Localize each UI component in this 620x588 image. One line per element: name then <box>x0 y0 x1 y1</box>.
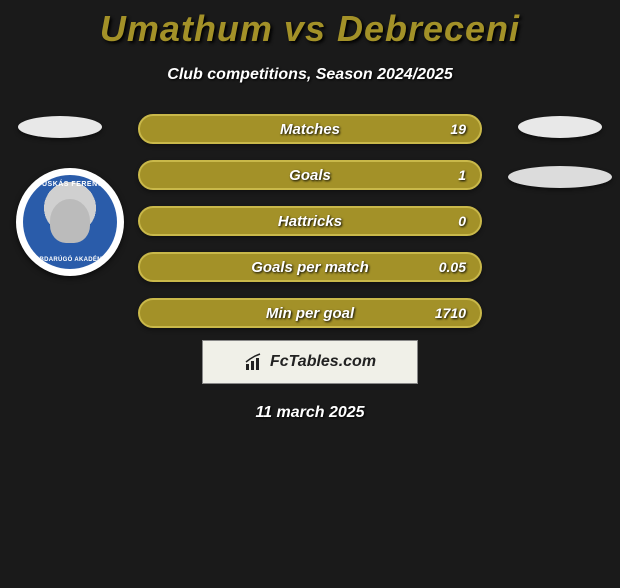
stat-label: Hattricks <box>278 213 342 230</box>
badge-text-bottom: LABDARÚGÓ AKADÉMIA <box>31 257 109 263</box>
player-placeholder-right-2 <box>508 166 612 188</box>
badge-portrait <box>50 199 90 243</box>
stat-value: 0 <box>458 213 466 229</box>
stat-label: Min per goal <box>266 305 354 322</box>
stat-value: 0.05 <box>439 259 466 275</box>
date-text: 11 march 2025 <box>0 404 620 422</box>
player-placeholder-right-1 <box>518 116 602 138</box>
watermark-text: FcTables.com <box>270 353 376 371</box>
page-title: Umathum vs Debreceni <box>0 8 620 50</box>
stat-label: Goals <box>289 167 331 184</box>
watermark-box: FcTables.com <box>202 340 418 384</box>
stat-value: 19 <box>450 121 466 137</box>
stat-row-goals: Goals 1 <box>138 160 482 190</box>
stat-label: Goals per match <box>251 259 369 276</box>
stat-value: 1 <box>458 167 466 183</box>
stat-row-goals-per-match: Goals per match 0.05 <box>138 252 482 282</box>
stats-list: Matches 19 Goals 1 Hattricks 0 Goals per… <box>138 114 482 344</box>
club-badge-inner: PUSKÁS FERENC LABDARÚGÓ AKADÉMIA <box>23 175 117 269</box>
stat-row-min-per-goal: Min per goal 1710 <box>138 298 482 328</box>
subtitle: Club competitions, Season 2024/2025 <box>0 66 620 84</box>
club-badge: PUSKÁS FERENC LABDARÚGÓ AKADÉMIA <box>16 168 124 276</box>
stat-row-matches: Matches 19 <box>138 114 482 144</box>
stat-label: Matches <box>280 121 340 138</box>
stat-row-hattricks: Hattricks 0 <box>138 206 482 236</box>
badge-text-top: PUSKÁS FERENC <box>37 181 103 188</box>
stat-value: 1710 <box>435 305 466 321</box>
bar-chart-icon <box>244 352 264 372</box>
player-placeholder-left <box>18 116 102 138</box>
